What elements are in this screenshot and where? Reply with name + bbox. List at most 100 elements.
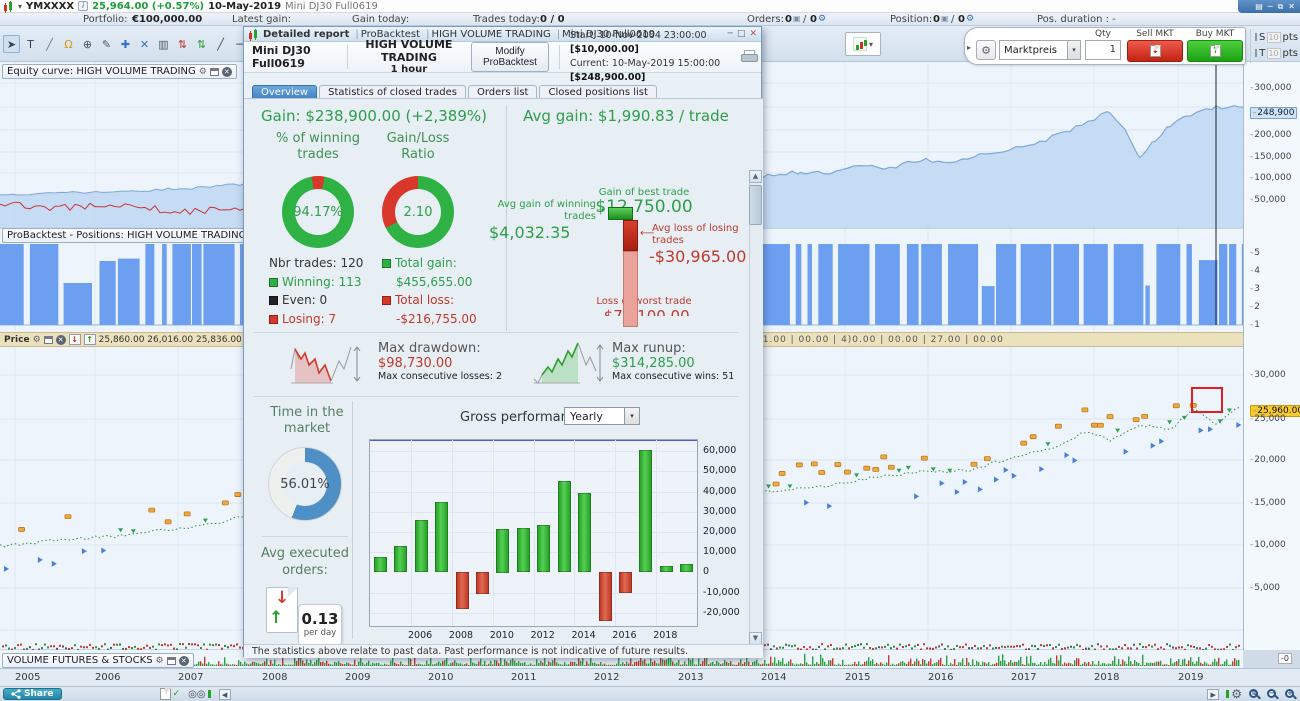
xtick-label: 2006 [408, 630, 433, 641]
report-content: Gain: $238,900.00 (+2,389%) Avg gain: $1… [244, 98, 763, 644]
equity-close-icon[interactable]: ✕ [221, 66, 232, 77]
restore-button[interactable]: ⧉ [1277, 1, 1284, 11]
scroll-right-button[interactable]: ▶ [1207, 688, 1220, 700]
column-divider [352, 401, 353, 639]
zoom-out-icon[interactable]: − [1267, 688, 1278, 700]
zoom-tool-icon[interactable]: ⊕ [82, 37, 93, 51]
even-swatch [269, 296, 278, 306]
account-statusbar: Portfolio: €100,000.00 Latest gain: Gain… [0, 13, 1300, 26]
dialog-scrollbar-track[interactable] [749, 183, 762, 644]
close-button[interactable]: ✕ [1288, 2, 1295, 11]
chart-style-button[interactable]: ▾ [845, 32, 881, 56]
orders-doc-icon[interactable]: ▣ [793, 14, 801, 23]
qty-input[interactable]: 1 [1085, 40, 1121, 60]
price-window-icon[interactable] [43, 335, 53, 344]
stop-checkbox[interactable] [1255, 33, 1257, 41]
equity-settings-icon[interactable]: ⚙ [198, 66, 207, 77]
zoom-in-icon[interactable]: + [1285, 688, 1296, 700]
buy-mkt-button[interactable]: ↑ [1187, 40, 1243, 62]
gridline-v [574, 440, 576, 626]
price-close-icon[interactable]: ✕ [55, 334, 66, 345]
trash-icon[interactable]: ▥ [158, 37, 169, 51]
time-axis[interactable]: 2005 2006 2007 2008 2009 2010 2011 2012 2013 2014… [0, 668, 1300, 686]
chart-settings-icon[interactable]: ⚙ [1226, 687, 1242, 701]
year-label-2008: 2008 [262, 672, 288, 683]
year-label-2013: 2013 [678, 672, 704, 683]
alert-bell-icon[interactable]: Ω [64, 37, 73, 51]
order-type-select[interactable]: Marktpreis ▾ [999, 40, 1081, 60]
dialog-scroll-up[interactable]: ▲ [749, 170, 762, 183]
xtick-label: 2012 [530, 630, 555, 641]
order-settings-icon[interactable]: ⚙ [976, 40, 996, 60]
time-in-market-pct: 56.01% [280, 476, 330, 492]
modify-probacktest-button[interactable]: Modify ProBacktest [470, 42, 550, 72]
sell-marker-icon[interactable]: ↓ [68, 334, 81, 345]
draw-tool-icon[interactable]: ✎ [101, 37, 112, 51]
dialog-minimize-button[interactable]: ─ [727, 29, 733, 39]
tab-statistics-of-closed-trades[interactable]: Statistics of closed trades [319, 85, 466, 100]
trendline-tool-icon[interactable]: ╱ [46, 37, 53, 51]
equity-current-value: 248,900 [1250, 107, 1298, 119]
xtick-label: 2010 [489, 630, 514, 641]
minimize-button[interactable]: ─ [1267, 2, 1273, 11]
ticker-symbol: YMXXXX [26, 0, 75, 12]
buy-marker-icon[interactable]: ↑ [83, 334, 96, 345]
instrument-caret-icon[interactable]: ▾ [18, 1, 23, 11]
watchlist-icon[interactable]: ◎◎ [188, 689, 211, 700]
panel-handle-icon[interactable]: ▸ [967, 43, 972, 52]
info-icon[interactable]: i [78, 1, 89, 11]
dialog-maximize-button[interactable]: □ [736, 29, 746, 39]
stop-points-input[interactable]: 10 [1267, 31, 1281, 43]
crosshair-tool-icon[interactable]: ✚ [120, 37, 131, 51]
target-points-input[interactable]: 10 [1267, 47, 1281, 59]
share-button[interactable]: Share [3, 688, 62, 700]
dialog-scrollbar-thumb[interactable] [749, 185, 762, 225]
volume-window-icon[interactable] [166, 656, 176, 665]
dialog-close-button[interactable]: ✕ [749, 29, 757, 39]
price-axis-label: 15,000 [1250, 498, 1286, 508]
dialog-scroll-down[interactable]: ▼ [749, 632, 762, 644]
positions-panel-header[interactable]: ProBacktest - Positions: HIGH VOLUME TRA… [2, 228, 277, 243]
gross-period-select[interactable]: Yearly ▾ [564, 407, 640, 425]
price-axis-gutter[interactable]: 300,000 248,900 200,000 150,000 100,000 50,00… [1243, 26, 1300, 650]
volume-panel-header[interactable]: VOLUME FUTURES & STOCKS ⚙ ✕ [2, 653, 194, 668]
equity-window-icon[interactable] [209, 67, 219, 76]
tab-orders-list[interactable]: Orders list [467, 85, 538, 100]
position-gear-icon[interactable]: ⚙ [966, 14, 975, 24]
report-check-icon[interactable]: ✓ [159, 688, 180, 700]
horizontal-line-tool-icon[interactable]: ─ [236, 37, 243, 51]
bar-2019 [680, 564, 694, 573]
equity-panel-header[interactable]: Equity curve: HIGH VOLUME TRADING ⚙ ✕ [2, 64, 237, 79]
orders-value: 0 [785, 14, 792, 25]
menu-icon[interactable]: ▤ [1255, 2, 1263, 11]
pattern-bearish-icon[interactable]: ⇅ [177, 37, 188, 51]
best-trade-label: Gain of best trade [598, 187, 690, 198]
ytick-label: 50,000 [703, 465, 737, 477]
start-value: 10-Nov-2004 23:00:00 [599, 30, 707, 42]
totals-legend: Total gain: $455,655.00 Total loss: -$21… [382, 254, 477, 328]
tab-overview[interactable]: Overview [252, 85, 318, 100]
target-checkbox[interactable] [1255, 49, 1258, 57]
dialog-title: Detailed report [263, 28, 350, 40]
worst-trade-bar [623, 251, 638, 327]
pattern-bullish-icon[interactable]: ⇅ [196, 37, 207, 51]
dialog-titlebar[interactable]: Detailed report ProBacktest HIGH VOLUME … [244, 27, 761, 42]
text-tool-icon[interactable]: T [27, 37, 34, 51]
volume-settings-icon[interactable]: ⚙ [155, 655, 164, 666]
share-label: Share [24, 689, 54, 699]
year-label-2014: 2014 [761, 672, 787, 683]
orders-gear-icon[interactable]: ⚙ [818, 14, 827, 24]
segment-tool-icon[interactable]: ╱ [217, 37, 224, 51]
scroll-left-button[interactable]: ◀ [218, 688, 231, 700]
sell-mkt-button[interactable]: ↓ [1127, 40, 1183, 62]
position-doc-icon[interactable]: ▣ [941, 14, 949, 23]
print-icon[interactable] [741, 50, 759, 64]
price-settings-icon[interactable]: ⚙ [32, 334, 41, 345]
zoom-fit-icon[interactable]: ⇅ [1249, 688, 1260, 700]
avg-win-label: Avg gain of winning trades [497, 199, 596, 222]
tab-closed-positions-list[interactable]: Closed positions list [539, 85, 657, 100]
price-axis-label: 5,000 [1250, 583, 1280, 593]
pointer-tool-icon[interactable]: ➤ [3, 35, 20, 53]
volume-close-icon[interactable]: ✕ [178, 655, 189, 666]
delete-point-tool-icon[interactable]: ✕ [139, 37, 150, 51]
